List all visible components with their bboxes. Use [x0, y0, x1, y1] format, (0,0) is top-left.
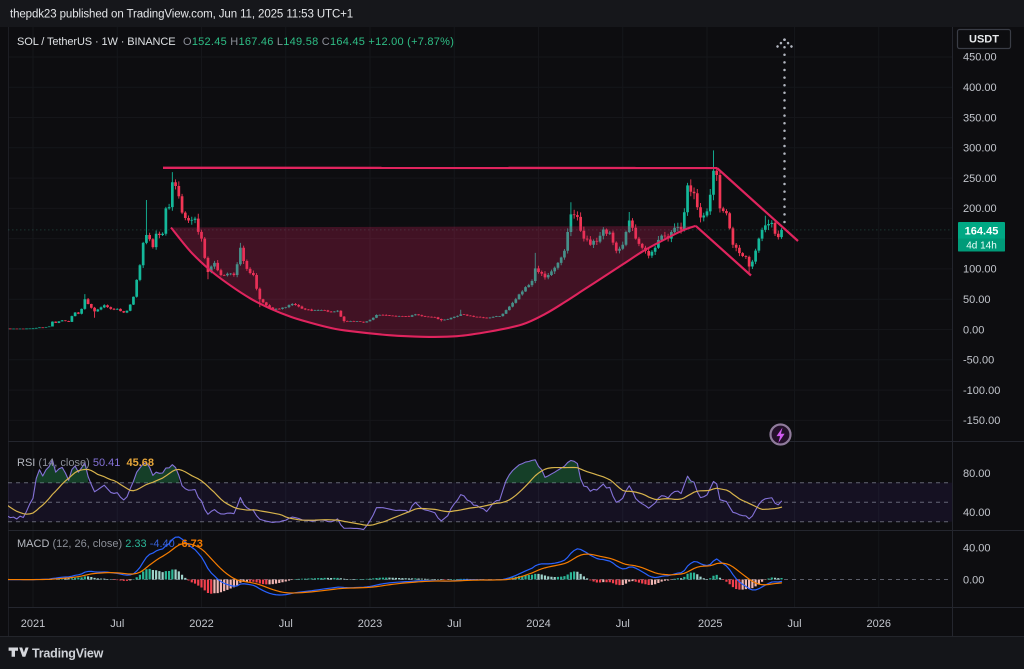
svg-text:RSI (14, close) 50.41 45.68: RSI (14, close) 50.41 45.68 — [17, 457, 154, 469]
svg-text:250.00: 250.00 — [963, 173, 997, 185]
svg-text:Jul: Jul — [787, 618, 801, 630]
svg-text:-100.00: -100.00 — [963, 385, 1000, 397]
svg-text:Jul: Jul — [447, 618, 461, 630]
svg-text:164.45: 164.45 — [965, 226, 999, 238]
svg-text:thepdk23 published on TradingV: thepdk23 published on TradingView.com, J… — [10, 9, 353, 21]
svg-text:200.00: 200.00 — [963, 203, 997, 215]
svg-text:80.00: 80.00 — [963, 468, 991, 480]
svg-text:-50.00: -50.00 — [963, 355, 994, 367]
svg-text:O152.45 H167.46 L149.58 C164.4: O152.45 H167.46 L149.58 C164.45 +12.00 (… — [183, 36, 454, 48]
svg-text:50.00: 50.00 — [963, 294, 991, 306]
svg-text:2024: 2024 — [526, 618, 550, 630]
svg-text:2026: 2026 — [866, 618, 890, 630]
svg-text:USDT: USDT — [969, 34, 999, 46]
svg-text:0.00: 0.00 — [963, 574, 984, 586]
svg-text:40.00: 40.00 — [963, 507, 991, 519]
svg-text:TradingView: TradingView — [32, 647, 104, 661]
svg-text:400.00: 400.00 — [963, 82, 997, 94]
svg-text:Jul: Jul — [279, 618, 293, 630]
svg-text:2022: 2022 — [189, 618, 213, 630]
svg-text:Jul: Jul — [616, 618, 630, 630]
svg-text:40.00: 40.00 — [963, 543, 991, 555]
svg-text:SOL / TetherUS · 1W · BINANCE: SOL / TetherUS · 1W · BINANCE — [17, 36, 175, 48]
svg-text:-150.00: -150.00 — [963, 415, 1000, 427]
svg-text:300.00: 300.00 — [963, 143, 997, 155]
svg-text:450.00: 450.00 — [963, 52, 997, 64]
svg-text:MACD (12, 26, close) 2.33 -4.4: MACD (12, 26, close) 2.33 -4.40 -6.73 — [17, 538, 203, 550]
svg-text:2023: 2023 — [358, 618, 382, 630]
svg-text:Jul: Jul — [110, 618, 124, 630]
svg-text:350.00: 350.00 — [963, 112, 997, 124]
svg-text:4d 14h: 4d 14h — [966, 240, 997, 251]
svg-text:100.00: 100.00 — [963, 264, 997, 276]
svg-text:0.00: 0.00 — [963, 324, 984, 336]
svg-text:2021: 2021 — [21, 618, 45, 630]
svg-text:2025: 2025 — [698, 618, 722, 630]
